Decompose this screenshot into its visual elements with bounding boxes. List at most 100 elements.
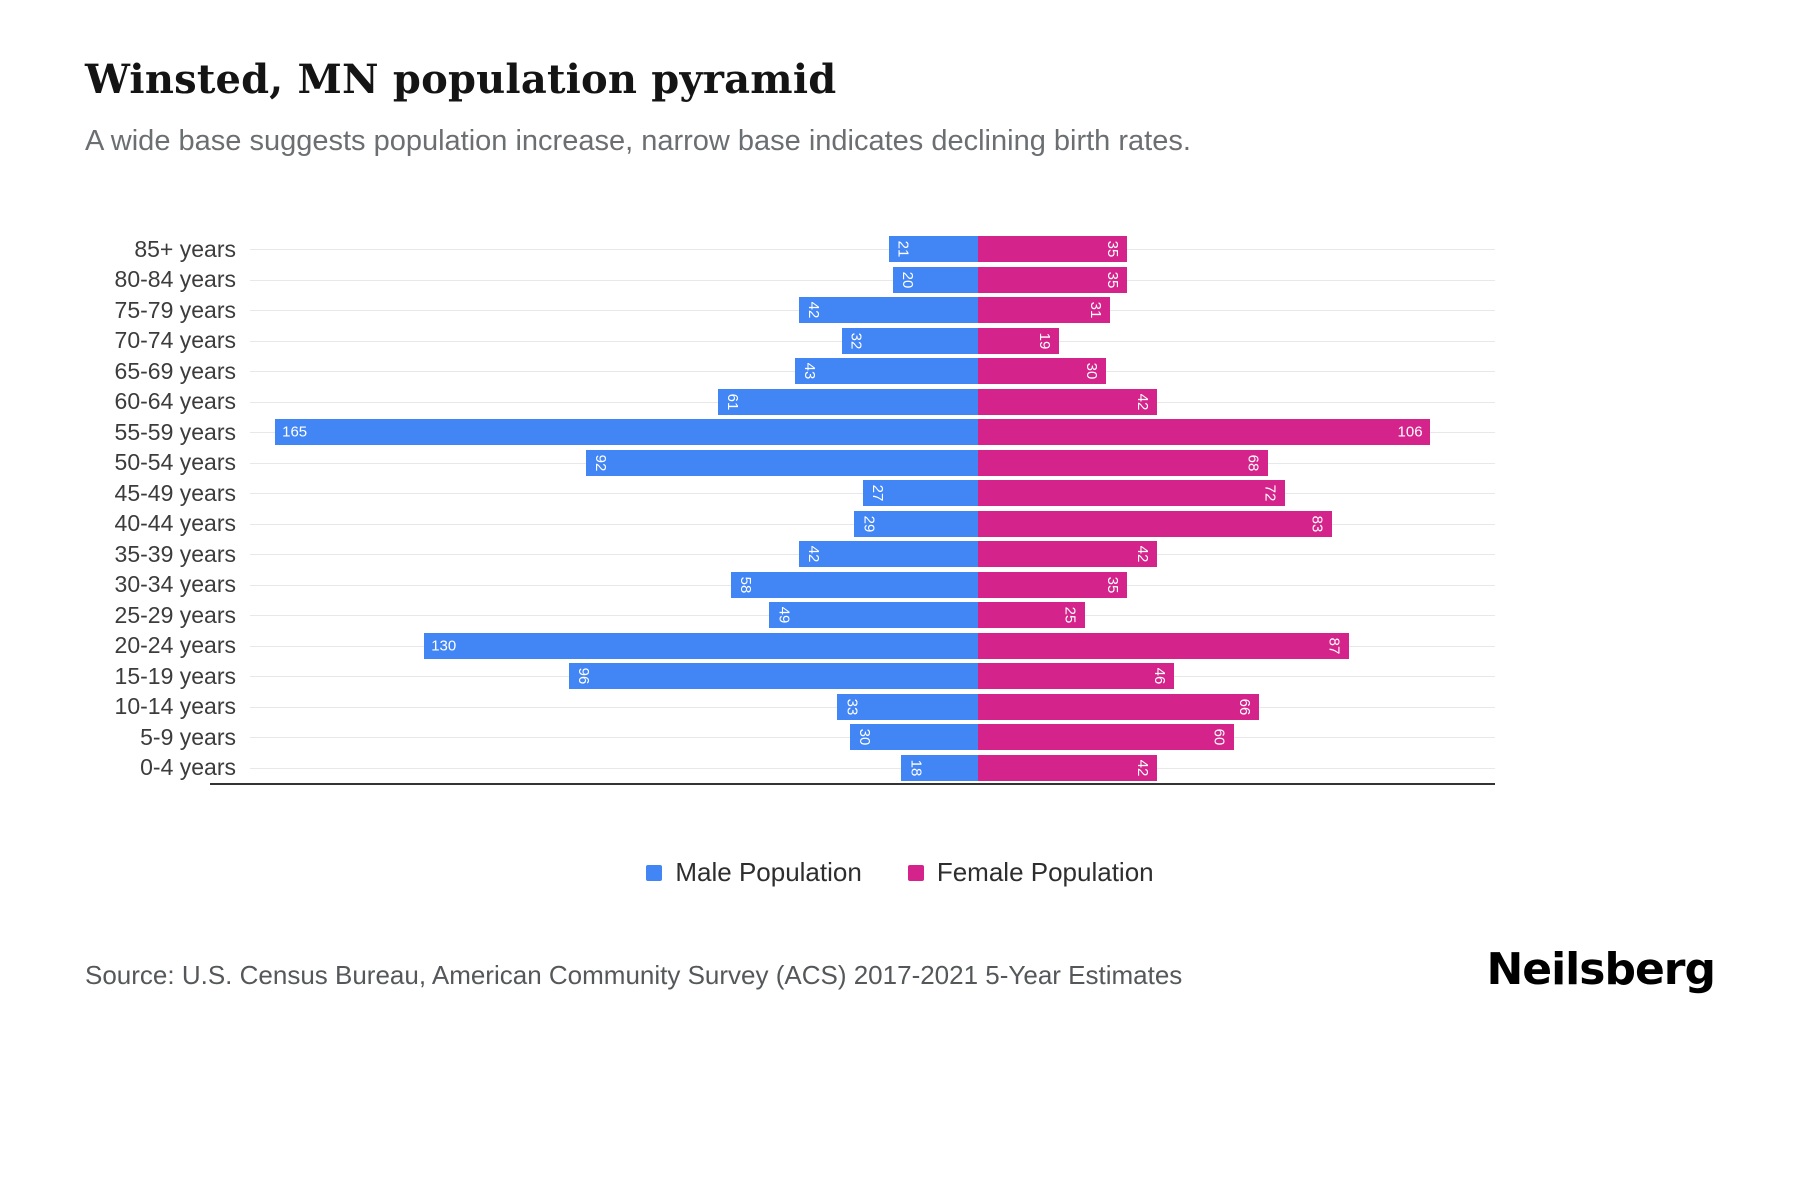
male-value-label: 42 [805, 301, 823, 319]
gridline [250, 279, 1495, 281]
male-bar[interactable]: 43 [794, 358, 978, 385]
female-bar[interactable]: 83 [978, 510, 1332, 537]
female-bar[interactable]: 66 [978, 693, 1260, 720]
row-plot: 42 31 [250, 295, 1495, 326]
pyramid-row: 25-29 years 49 25 [85, 600, 1800, 631]
male-value-label: 29 [860, 515, 878, 533]
female-bar[interactable]: 68 [978, 449, 1268, 476]
male-bar[interactable]: 30 [850, 724, 978, 751]
female-value-label: 19 [1035, 332, 1053, 350]
male-bar[interactable]: 42 [799, 297, 978, 324]
pyramid-row: 70-74 years 32 19 [85, 326, 1800, 357]
female-value-label: 42 [1133, 545, 1151, 563]
male-value-label: 165 [282, 423, 308, 441]
male-bar[interactable]: 96 [569, 663, 978, 690]
male-bar[interactable]: 58 [730, 571, 978, 598]
male-value-label: 130 [431, 637, 457, 655]
row-plot: 33 66 [250, 692, 1495, 723]
age-label: 5-9 years [140, 723, 236, 750]
row-plot: 32 19 [250, 326, 1495, 357]
pyramid-row: 55-59 years 165 106 [85, 417, 1800, 448]
female-value-label: 72 [1261, 484, 1279, 502]
age-label: 50-54 years [114, 449, 236, 476]
female-value-label: 60 [1210, 728, 1228, 746]
female-legend-swatch [907, 864, 924, 881]
age-label: 0-4 years [140, 754, 236, 781]
female-legend-label: Female Population [936, 857, 1154, 887]
age-label: 20-24 years [114, 632, 236, 659]
female-bar[interactable]: 35 [978, 266, 1128, 293]
female-bar[interactable]: 35 [978, 236, 1128, 263]
male-value-label: 42 [805, 545, 823, 563]
male-bar[interactable]: 49 [769, 602, 978, 629]
male-bar[interactable]: 18 [901, 754, 978, 781]
pyramid-row: 45-49 years 27 72 [85, 478, 1800, 509]
row-plot: 18 42 [250, 753, 1495, 784]
female-bar[interactable]: 19 [978, 327, 1059, 354]
male-bar[interactable]: 32 [841, 327, 978, 354]
row-plot: 58 35 [250, 570, 1495, 601]
pyramid-row: 50-54 years 92 68 [85, 448, 1800, 479]
female-bar[interactable]: 30 [978, 358, 1106, 385]
row-plot: 49 25 [250, 600, 1495, 631]
female-bar[interactable]: 106 [978, 419, 1430, 446]
pyramid-rows: 85+ years 21 35 80-84 years 20 35 75-79 years 4… [85, 234, 1800, 783]
female-bar[interactable]: 42 [978, 541, 1157, 568]
female-value-label: 83 [1308, 515, 1326, 533]
male-bar[interactable]: 27 [862, 480, 978, 507]
male-bar[interactable]: 33 [837, 693, 978, 720]
age-label: 85+ years [134, 235, 236, 262]
male-bar[interactable]: 21 [888, 236, 978, 263]
chart-header: Winsted, MN population pyramid A wide ba… [0, 0, 1800, 158]
row-plot: 42 42 [250, 539, 1495, 570]
age-label: 70-74 years [114, 327, 236, 354]
legend-item-male[interactable]: Male Population [646, 857, 862, 888]
row-plot: 165 106 [250, 417, 1495, 448]
row-plot: 20 35 [250, 265, 1495, 296]
male-bar[interactable]: 92 [586, 449, 978, 476]
legend-item-female[interactable]: Female Population [907, 857, 1154, 888]
row-plot: 21 35 [250, 234, 1495, 265]
male-bar[interactable]: 42 [799, 541, 978, 568]
male-bar[interactable]: 61 [718, 388, 978, 415]
female-bar[interactable]: 87 [978, 632, 1349, 659]
female-bar[interactable]: 25 [978, 602, 1085, 629]
pyramid-row: 60-64 years 61 42 [85, 387, 1800, 418]
age-label: 75-79 years [114, 296, 236, 323]
male-bar[interactable]: 130 [424, 632, 978, 659]
male-bar[interactable]: 29 [854, 510, 978, 537]
age-label: 15-19 years [114, 662, 236, 689]
female-bar[interactable]: 42 [978, 754, 1157, 781]
female-bar[interactable]: 31 [978, 297, 1111, 324]
pyramid-row: 40-44 years 29 83 [85, 509, 1800, 540]
male-value-label: 27 [868, 484, 886, 502]
row-plot: 96 46 [250, 661, 1495, 692]
male-value-label: 21 [894, 240, 912, 258]
age-label: 10-14 years [114, 693, 236, 720]
male-value-label: 92 [592, 454, 610, 472]
female-value-label: 42 [1133, 393, 1151, 411]
female-value-label: 46 [1150, 667, 1168, 685]
age-label: 80-84 years [114, 266, 236, 293]
age-label: 30-34 years [114, 571, 236, 598]
female-value-label: 68 [1244, 454, 1262, 472]
female-value-label: 42 [1133, 759, 1151, 777]
pyramid-row: 20-24 years 130 87 [85, 631, 1800, 662]
female-bar[interactable]: 72 [978, 480, 1285, 507]
male-legend-swatch [646, 864, 663, 881]
age-label: 35-39 years [114, 540, 236, 567]
row-plot: 92 68 [250, 448, 1495, 479]
female-bar[interactable]: 35 [978, 571, 1128, 598]
pyramid-row: 75-79 years 42 31 [85, 295, 1800, 326]
male-bar[interactable]: 20 [892, 266, 978, 293]
source-text: Source: U.S. Census Bureau, American Com… [85, 960, 1183, 990]
female-bar[interactable]: 46 [978, 663, 1174, 690]
male-bar[interactable]: 165 [275, 419, 978, 446]
age-label: 40-44 years [114, 510, 236, 537]
female-bar[interactable]: 60 [978, 724, 1234, 751]
female-bar[interactable]: 42 [978, 388, 1157, 415]
age-label: 60-64 years [114, 388, 236, 415]
female-value-label: 66 [1236, 698, 1254, 716]
pyramid-row: 35-39 years 42 42 [85, 539, 1800, 570]
row-plot: 43 30 [250, 356, 1495, 387]
